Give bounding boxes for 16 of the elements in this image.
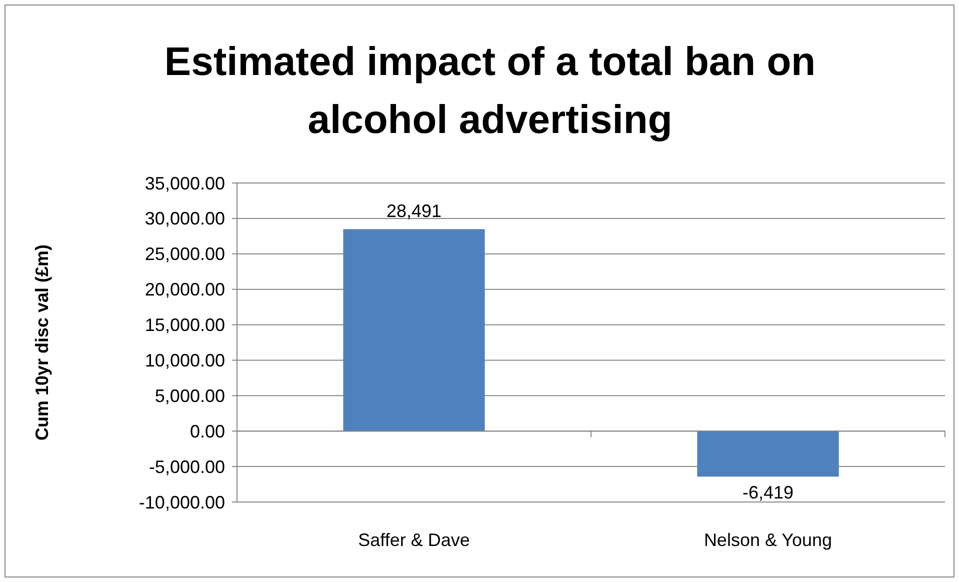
y-axis-title: Cum 10yr disc val (£m) [32,244,52,441]
data-label: -6,419 [742,482,794,503]
y-tick-label: 25,000.00 [144,244,225,264]
chart-title: Estimated impact of a total ban on alcohol advertising [164,40,816,142]
x-tick-label: Nelson & Young [704,530,832,550]
y-tick-label: 10,000.00 [144,350,225,371]
y-tick-label: -5,000.00 [148,456,225,477]
y-tick-label: 20,000.00 [144,280,225,300]
y-tick-label: 5,000.00 [154,386,225,406]
y-tick-label: 0.00 [190,421,225,442]
x-tick-label: Saffer & Dave [358,530,470,550]
y-tick-label: 35,000.00 [144,173,225,194]
y-tick-label: 30,000.00 [144,208,225,229]
y-tick-label: 15,000.00 [144,315,225,336]
y-tick-label: -10,000.00 [138,492,225,512]
data-label: 28,491 [386,201,442,222]
